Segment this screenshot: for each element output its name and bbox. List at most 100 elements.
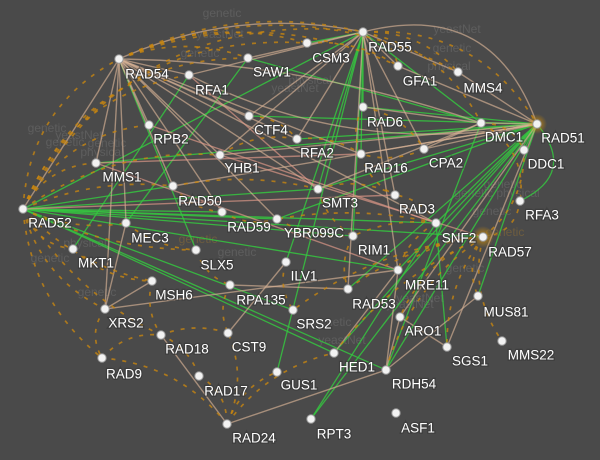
gene-label-RAD3: RAD3 [399, 202, 435, 217]
edge-dashed-RAD52-RAD54 [22, 58, 120, 210]
gene-node-MEC3[interactable] [121, 218, 131, 228]
gene-node-MUS81[interactable] [473, 291, 483, 301]
gene-node-RPB2[interactable] [144, 120, 154, 130]
edge-dashed-RAD57-SRS2 [292, 236, 484, 311]
gene-node-RAD52[interactable] [18, 204, 28, 214]
gene-node-YBR099C[interactable] [272, 214, 282, 224]
gene-node-MKT1[interactable] [68, 244, 78, 254]
gene-node-RAD57[interactable] [478, 232, 488, 242]
gene-node-RAD53[interactable] [343, 284, 353, 294]
edge-green-RAD51-RFA3 [519, 123, 555, 202]
gene-node-RAD18[interactable] [156, 330, 166, 340]
gene-label-SRS2: SRS2 [296, 317, 331, 332]
gene-node-SMT3[interactable] [313, 184, 323, 194]
gene-node-RFA1[interactable] [184, 70, 194, 80]
gene-label-RAD50: RAD50 [178, 194, 222, 209]
edge-dashed-XRS2-RAD9 [94, 308, 106, 359]
edge-dashed-SNF2-MRE11 [397, 222, 437, 271]
gene-node-RDH54[interactable] [381, 365, 391, 375]
gene-label-RPT3: RPT3 [317, 427, 352, 442]
gene-node-RAD59[interactable] [217, 207, 227, 217]
gene-node-CTF4[interactable] [244, 111, 254, 121]
gene-node-RIM1[interactable] [348, 231, 358, 241]
gene-node-ASF1[interactable] [391, 408, 401, 418]
edge-green-RAD52-SRS2 [22, 208, 294, 311]
edge-dashed-MKT1-MSH6 [72, 248, 153, 282]
gene-node-CPA2[interactable] [419, 144, 429, 154]
gene-node-RAD6[interactable] [358, 102, 368, 112]
gene-node-GFA1[interactable] [393, 61, 403, 71]
gene-node-SLX5[interactable] [191, 245, 201, 255]
gene-node-RAD9[interactable] [97, 353, 107, 363]
gene-node-RAD24[interactable] [222, 419, 232, 429]
gene-node-MRE11[interactable] [393, 265, 403, 275]
gene-node-XRS2[interactable] [100, 304, 110, 314]
gene-label-MSH6: MSH6 [155, 288, 193, 303]
edge-dashed-RAD52-MMS1 [22, 162, 97, 210]
gene-node-CSM3[interactable] [302, 38, 312, 48]
edge-green-RAD52-MRE11 [22, 208, 399, 271]
edge-tan-RAD55-MMS4 [362, 31, 459, 73]
gene-node-DMC1[interactable] [476, 118, 486, 128]
gene-node-YHB1[interactable] [215, 150, 225, 160]
gene-node-ILV1[interactable] [281, 257, 291, 267]
edge-tan-RAD55-RAD3 [362, 31, 396, 196]
watermark-text: genetic [28, 121, 67, 135]
edge-dashed-CPA2-RAD16 [360, 148, 425, 159]
edge-tan-RAD24-RAD18 [160, 334, 228, 425]
edge-green-RAD55-DMC1 [362, 31, 482, 124]
gene-node-RFA2[interactable] [292, 134, 302, 144]
gene-label-RFA2: RFA2 [300, 146, 334, 161]
gene-node-SRS2[interactable] [288, 305, 298, 315]
gene-node-RAD3[interactable] [390, 190, 400, 200]
gene-node-CST9[interactable] [223, 328, 233, 338]
gene-label-SLX5: SLX5 [200, 258, 233, 273]
edge-dashed-SNF2-YBR099C [276, 212, 437, 224]
gene-node-MMS22[interactable] [497, 336, 507, 346]
gene-node-RAD50[interactable] [168, 181, 178, 191]
edge-tan-RAD51-GFA1 [397, 65, 538, 125]
edge-green-RAD55-SMT3 [317, 31, 364, 190]
edge-tan-CST9-ILV1 [227, 261, 287, 334]
gene-node-RPA135[interactable] [225, 280, 235, 290]
watermark-text: physical [288, 73, 331, 87]
watermark-text: genetic [218, 245, 257, 259]
edge-salmon-MMS1-MRE11 [95, 162, 399, 271]
gene-node-RPT3[interactable] [306, 414, 316, 424]
watermark-text: genetic [473, 204, 512, 218]
edge-salmon-RPB2-SNF2 [148, 124, 437, 224]
watermark-text: genetic [179, 232, 218, 246]
gene-node-RAD55[interactable] [358, 27, 368, 37]
gene-node-RFA3[interactable] [515, 196, 525, 206]
gene-node-MMS1[interactable] [91, 158, 101, 168]
gene-node-SAW1[interactable] [243, 53, 253, 63]
gene-node-ARO1[interactable] [395, 312, 405, 322]
gene-node-DDC1[interactable] [519, 145, 529, 155]
gene-node-HED1[interactable] [329, 348, 339, 358]
gene-node-RAD54[interactable] [114, 54, 124, 64]
gene-label-RAD54: RAD54 [125, 67, 169, 82]
gene-label-GFA1: GFA1 [403, 74, 438, 89]
gene-node-SGS1[interactable] [442, 342, 452, 352]
gene-node-RAD51[interactable] [532, 119, 542, 129]
edge-tan-XRS2-MSH6 [104, 280, 153, 310]
gene-node-RAD16[interactable] [356, 149, 366, 159]
gene-label-RAD53: RAD53 [352, 297, 396, 312]
gene-label-RAD52: RAD52 [28, 216, 72, 231]
gene-node-SNF2[interactable] [431, 218, 441, 228]
gene-node-MSH6[interactable] [147, 276, 157, 286]
gene-label-GUS1: GUS1 [281, 378, 318, 393]
gene-node-GUS1[interactable] [272, 367, 282, 377]
edge-dashed-RAD57-HED1 [333, 236, 484, 354]
gene-label-DDC1: DDC1 [528, 157, 565, 172]
edge-dashed-DMC1-RFA3 [480, 122, 522, 202]
edge-green-RAD52-HED1 [22, 208, 335, 354]
gene-label-RFA1: RFA1 [195, 83, 229, 98]
edge-dashed-RAD24-GUS1 [226, 371, 278, 425]
gene-label-RAD9: RAD9 [106, 367, 142, 382]
gene-node-MMS4[interactable] [453, 67, 463, 77]
gene-label-CTF4: CTF4 [254, 123, 288, 138]
gene-node-RAD17[interactable] [194, 371, 204, 381]
watermark-text: genetic [446, 261, 485, 275]
